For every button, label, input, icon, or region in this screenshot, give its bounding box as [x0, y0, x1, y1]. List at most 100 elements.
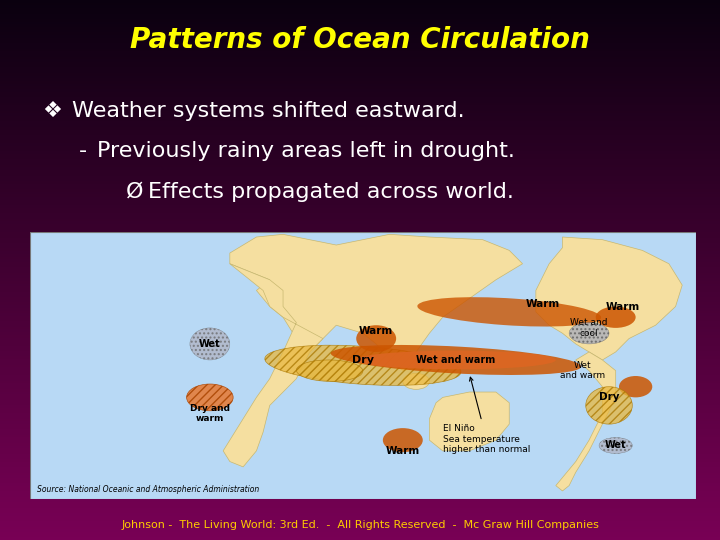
Bar [0, 394, 720, 397]
Bar [0, 49, 720, 51]
Bar [0, 521, 720, 524]
Bar [0, 418, 720, 421]
Bar [0, 200, 720, 202]
Bar [0, 270, 720, 273]
Bar [0, 119, 720, 122]
Bar [0, 246, 720, 248]
Bar [0, 256, 720, 259]
Bar [0, 27, 720, 30]
Bar [0, 113, 720, 116]
Bar [0, 140, 720, 143]
Bar [0, 30, 720, 32]
Text: Warm: Warm [526, 299, 559, 309]
Bar [0, 327, 720, 329]
Text: Wet: Wet [199, 339, 220, 349]
Bar [0, 459, 720, 462]
Ellipse shape [595, 307, 636, 328]
Bar [0, 305, 720, 308]
Bar [0, 535, 720, 537]
Bar [0, 122, 720, 124]
Bar [0, 94, 720, 97]
Bar [0, 397, 720, 400]
Bar [0, 451, 720, 454]
Bar [0, 46, 720, 49]
Bar [0, 343, 720, 346]
Bar [0, 454, 720, 456]
Bar [0, 265, 720, 267]
Text: Dry and
warm: Dry and warm [190, 404, 230, 423]
Bar [0, 243, 720, 246]
Bar [0, 238, 720, 240]
Bar [0, 278, 720, 281]
Ellipse shape [330, 345, 581, 375]
Bar [0, 402, 720, 405]
Text: Wet and
cool: Wet and cool [570, 318, 608, 338]
Bar [0, 497, 720, 500]
Ellipse shape [356, 350, 556, 369]
Ellipse shape [383, 428, 423, 452]
Bar [0, 302, 720, 305]
Text: Wet: Wet [605, 441, 626, 450]
Text: Dry: Dry [352, 355, 374, 365]
Bar [0, 54, 720, 57]
Bar [0, 529, 720, 532]
Ellipse shape [356, 325, 396, 352]
Bar [0, 294, 720, 297]
Bar [0, 478, 720, 481]
Bar [0, 483, 720, 486]
Bar [0, 491, 720, 494]
Bar [0, 367, 720, 370]
Bar [0, 526, 720, 529]
Bar [0, 35, 720, 38]
Bar [0, 173, 720, 176]
Bar [0, 254, 720, 256]
Bar [0, 89, 720, 92]
Polygon shape [556, 352, 616, 491]
Text: Previously rainy areas left in drought.: Previously rainy areas left in drought. [97, 141, 515, 161]
Bar [0, 297, 720, 300]
Bar [0, 335, 720, 338]
Bar [0, 65, 720, 68]
Bar [0, 184, 720, 186]
Bar [0, 124, 720, 127]
Bar [0, 224, 720, 227]
Bar [0, 448, 720, 451]
Bar [0, 81, 720, 84]
Polygon shape [536, 237, 683, 360]
Bar [0, 359, 720, 362]
Bar [0, 300, 720, 302]
Bar [0, 383, 720, 386]
Bar [0, 116, 720, 119]
Bar [0, 227, 720, 229]
Bar [0, 364, 720, 367]
Ellipse shape [265, 345, 461, 386]
Bar [0, 348, 720, 351]
Bar [0, 138, 720, 140]
Bar [0, 500, 720, 502]
Bar [0, 14, 720, 16]
Bar [0, 486, 720, 489]
Bar [0, 178, 720, 181]
Bar [0, 362, 720, 364]
Bar [0, 373, 720, 375]
Bar [0, 132, 720, 135]
Bar [0, 5, 720, 8]
Bar [0, 170, 720, 173]
Bar [0, 375, 720, 378]
Bar [0, 329, 720, 332]
Ellipse shape [599, 437, 632, 454]
Text: Warm: Warm [386, 446, 420, 456]
Bar [0, 508, 720, 510]
Bar [0, 16, 720, 19]
Ellipse shape [569, 322, 609, 344]
Bar [0, 378, 720, 381]
Bar [0, 351, 720, 354]
Bar [0, 167, 720, 170]
Bar [0, 3, 720, 5]
Bar [0, 76, 720, 78]
Bar [0, 0, 720, 3]
Bar [0, 78, 720, 81]
Bar [0, 108, 720, 111]
Bar [0, 316, 720, 319]
Bar [0, 292, 720, 294]
